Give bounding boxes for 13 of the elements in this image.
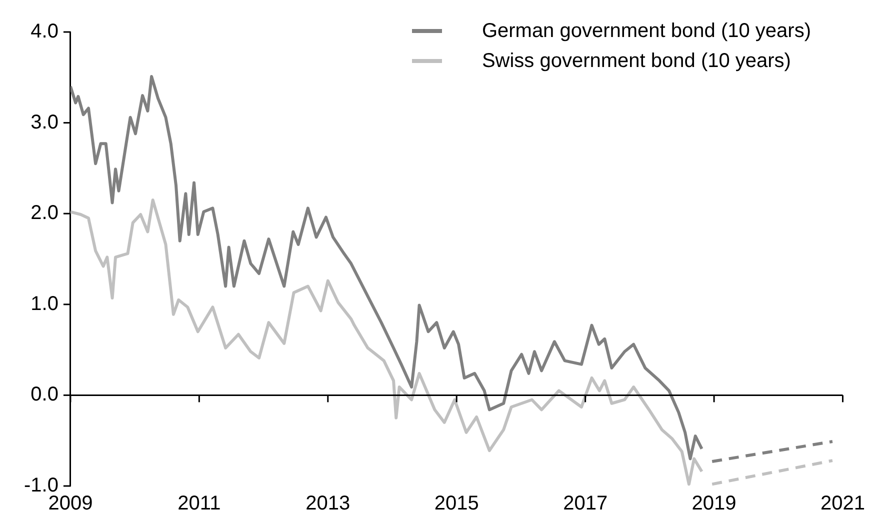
y-tick-label: 1.0 [30,292,58,315]
y-tick-label: 4.0 [30,20,58,43]
y-tick-label: 2.0 [30,202,58,224]
x-tick-label: 2011 [178,492,221,515]
legend-label: German government bond (10 years) [482,19,811,44]
y-tick-label: 3.0 [30,111,58,134]
y-tick-label: 0.0 [30,384,58,406]
x-tick-label: 2021 [820,492,866,515]
x-tick-label: 2013 [306,492,350,515]
x-tick-label: 2019 [692,492,736,515]
legend-label: Swiss government bond (10 years) [482,49,791,74]
x-tick-label: 2015 [434,492,479,515]
x-tick-label: 2017 [563,492,608,515]
